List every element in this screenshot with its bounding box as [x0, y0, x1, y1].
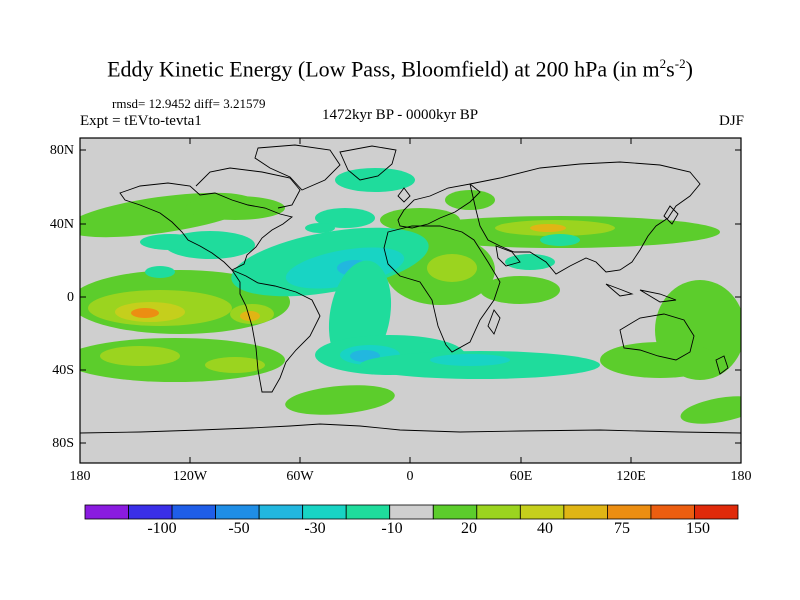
colorbar-swatch [650, 504, 695, 520]
anomaly-region [315, 208, 375, 228]
experiment-label: Expt = tEVto-tevta1 [80, 113, 202, 129]
anomaly-region [540, 234, 580, 246]
anomaly-region [240, 311, 260, 321]
coastlines [80, 144, 741, 434]
anomaly-region [100, 346, 180, 366]
colorbar-swatch [258, 504, 304, 520]
y-tick-label-80s: 80S [52, 436, 74, 451]
x-tick-label-180e: 180 [730, 469, 752, 484]
colorbar-swatch [302, 504, 347, 520]
x-axis-ticks [79, 138, 742, 463]
x-tick-label-180w: 180 [69, 469, 91, 484]
colorbar-label-4: -10 [381, 520, 403, 537]
colorbar-swatch [171, 504, 216, 520]
anomaly-region [145, 266, 175, 278]
anomaly-region [140, 234, 200, 250]
colorbar-swatch [694, 504, 739, 520]
anomaly-region [445, 190, 495, 210]
anomaly-region [285, 385, 395, 415]
anomaly-region [305, 223, 335, 233]
colorbar-swatch [476, 504, 521, 520]
x-tick-label-60w: 60W [286, 469, 314, 484]
x-tick-label-0: 0 [406, 469, 414, 484]
anomaly-region [131, 308, 159, 318]
x-tick-label-120w: 120W [172, 469, 208, 484]
anomaly-region [480, 276, 560, 304]
stats-text: rmsd= 12.9452 diff= 3.21579 [112, 96, 266, 111]
anomaly-region [430, 354, 510, 366]
season-label: DJF [718, 113, 744, 129]
colorbar-swatch [84, 504, 129, 520]
colorbar-swatch [563, 504, 608, 520]
anomaly-region [680, 396, 741, 424]
y-axis-ticks [80, 149, 741, 444]
y-tick-label-40s: 40S [52, 363, 74, 378]
period-label: 1472kyr BP - 0000kyr BP [321, 107, 479, 123]
colorbar-label-2: -50 [228, 520, 250, 537]
colorbar-label-5: 20 [461, 520, 477, 537]
colorbar-label-1: -100 [147, 520, 177, 537]
y-tick-label-80n: 80N [49, 143, 74, 158]
title-sup-2: -2 [674, 56, 686, 71]
x-tick-label-120e: 120E [616, 469, 646, 484]
x-tick-label-60e: 60E [509, 469, 533, 484]
title-unit-s: s [666, 56, 675, 82]
anomaly-region [505, 254, 555, 270]
colorbar-swatch [389, 504, 434, 520]
title-text: Eddy Kinetic Energy (Low Pass, Bloomfiel… [107, 56, 660, 82]
colorbar-label-8: 150 [686, 520, 710, 537]
colorbar-swatch [607, 504, 652, 520]
colorbar-swatch [215, 504, 260, 520]
figure-title: Eddy Kinetic Energy (Low Pass, Bloomfiel… [0, 56, 800, 82]
anomaly-region [427, 254, 477, 282]
colorbar-swatch [432, 504, 478, 520]
y-tick-label-40n: 40N [49, 217, 74, 232]
map-area [80, 138, 741, 463]
colorbar-label-6: 40 [537, 520, 553, 537]
anomaly-region [530, 224, 566, 232]
colorbar-swatch [519, 504, 565, 520]
anomaly-region [185, 196, 285, 220]
anomaly-region [600, 342, 720, 378]
colorbar [84, 504, 739, 520]
y-tick-label-0: 0 [67, 290, 74, 305]
colorbar-swatch [345, 504, 391, 520]
anomaly-region [335, 168, 415, 192]
colorbar-label-3: -30 [304, 520, 326, 537]
colorbar-swatch [128, 504, 173, 520]
colorbar-label-7: 75 [614, 520, 630, 537]
title-end: ) [685, 56, 693, 82]
anomaly-region [205, 357, 265, 373]
title-sup-1: 2 [659, 56, 667, 71]
